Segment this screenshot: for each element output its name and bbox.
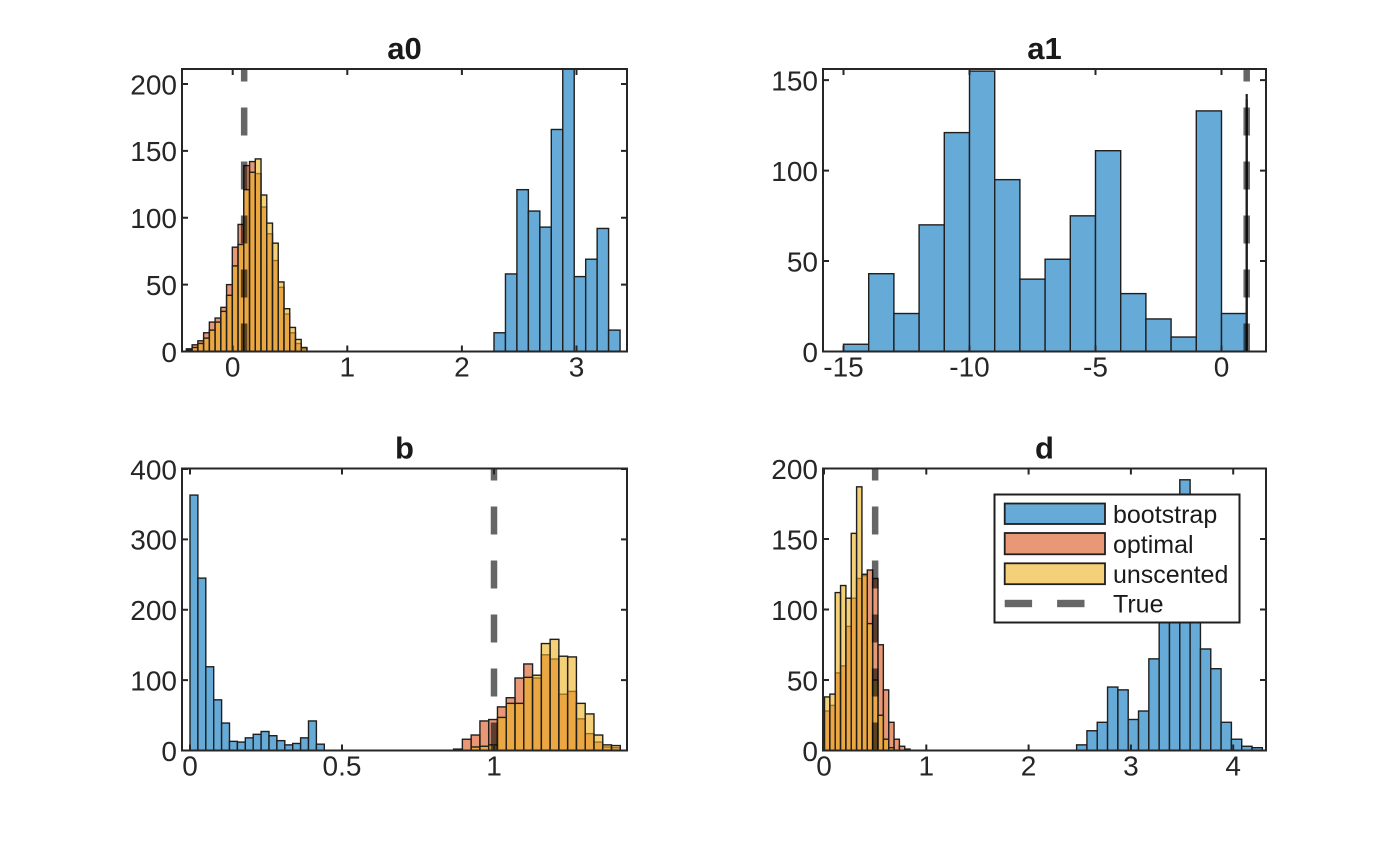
svg-text:optimal: optimal	[1113, 531, 1194, 559]
svg-text:2: 2	[1021, 750, 1037, 781]
svg-text:0: 0	[1214, 351, 1230, 382]
svg-text:0: 0	[225, 351, 241, 382]
svg-text:0.5: 0.5	[323, 750, 362, 781]
svg-text:50: 50	[787, 665, 818, 696]
svg-text:2: 2	[454, 351, 470, 382]
svg-text:a1: a1	[1027, 31, 1061, 66]
svg-text:1: 1	[919, 750, 935, 781]
svg-text:100: 100	[771, 156, 818, 187]
svg-text:a0: a0	[387, 31, 421, 66]
svg-text:200: 200	[130, 595, 177, 626]
svg-text:100: 100	[130, 203, 177, 234]
svg-text:unscented: unscented	[1113, 561, 1228, 589]
svg-text:-5: -5	[1083, 351, 1108, 382]
svg-text:150: 150	[771, 524, 818, 555]
svg-text:1: 1	[486, 750, 502, 781]
svg-text:0: 0	[182, 750, 198, 781]
svg-text:b: b	[395, 431, 414, 466]
svg-text:0: 0	[161, 736, 177, 767]
svg-text:200: 200	[130, 69, 177, 100]
svg-text:0: 0	[802, 337, 818, 368]
svg-text:150: 150	[771, 65, 818, 96]
svg-text:300: 300	[130, 525, 177, 556]
svg-text:0: 0	[161, 337, 177, 368]
svg-text:3: 3	[569, 351, 585, 382]
svg-text:d: d	[1035, 431, 1054, 466]
svg-text:200: 200	[771, 454, 818, 485]
svg-text:50: 50	[146, 270, 177, 301]
svg-text:bootstrap: bootstrap	[1113, 501, 1217, 529]
svg-text:4: 4	[1225, 750, 1241, 781]
svg-text:1: 1	[340, 351, 356, 382]
svg-text:400: 400	[130, 454, 177, 485]
svg-text:0: 0	[816, 750, 832, 781]
svg-text:150: 150	[130, 136, 177, 167]
svg-text:-15: -15	[823, 351, 863, 382]
svg-text:3: 3	[1123, 750, 1139, 781]
svg-text:0: 0	[802, 736, 818, 767]
svg-text:True: True	[1113, 591, 1163, 619]
svg-text:50: 50	[787, 246, 818, 277]
svg-text:100: 100	[130, 665, 177, 696]
svg-text:100: 100	[771, 595, 818, 626]
svg-text:-10: -10	[949, 351, 989, 382]
